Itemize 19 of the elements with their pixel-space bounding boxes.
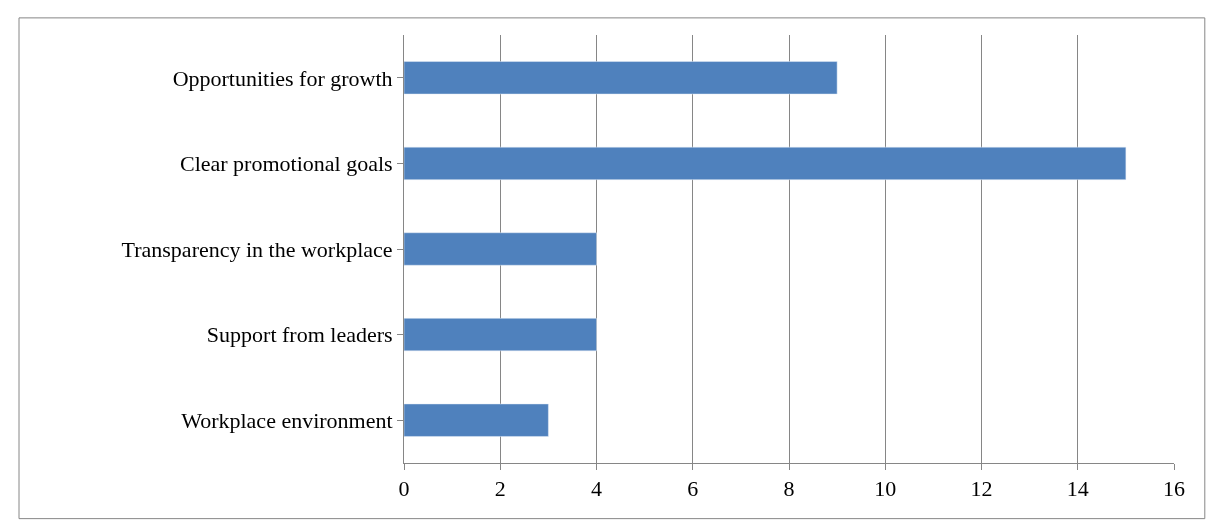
- x-tick-label: 14: [1066, 476, 1089, 502]
- x-tick-label: 0: [398, 476, 410, 502]
- y-tick-label: Workplace environment: [181, 407, 393, 433]
- bar: [404, 318, 597, 352]
- x-tick-label: 16: [1163, 476, 1185, 502]
- bar: [404, 61, 838, 95]
- x-tick-label: 4: [591, 476, 602, 502]
- bar: [404, 146, 1127, 180]
- y-tick-label: Transparency in the workplace: [121, 236, 393, 262]
- y-tick-label: Opportunities for growth: [172, 65, 393, 91]
- x-tick-label: 8: [783, 476, 795, 502]
- x-tick-label: 10: [874, 476, 897, 502]
- y-tick-label: Support from leaders: [206, 322, 393, 348]
- bar: [404, 403, 549, 437]
- x-tick-label: 12: [970, 476, 993, 502]
- bar: [404, 232, 597, 266]
- y-tick-label: Clear promotional goals: [179, 151, 393, 177]
- x-tick-label: 6: [687, 476, 699, 502]
- x-tick-label: 2: [494, 476, 506, 502]
